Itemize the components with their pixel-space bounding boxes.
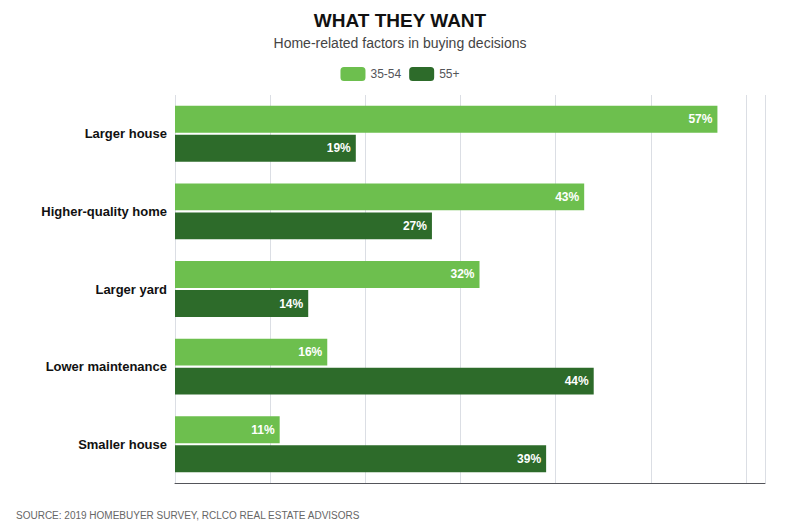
svg-text:Home-related factors in buying: Home-related factors in buying decisions xyxy=(274,35,527,51)
svg-text:16%: 16% xyxy=(298,345,322,359)
svg-text:WHAT THEY WANT: WHAT THEY WANT xyxy=(314,10,487,31)
svg-text:Higher-quality home: Higher-quality home xyxy=(41,204,167,219)
svg-text:19%: 19% xyxy=(327,141,351,155)
svg-text:43%: 43% xyxy=(555,190,579,204)
svg-text:44%: 44% xyxy=(565,374,589,388)
svg-text:SOURCE: 2019 HOMEBUYER SURVEY,: SOURCE: 2019 HOMEBUYER SURVEY, RCLCO REA… xyxy=(16,510,360,521)
svg-text:35-54: 35-54 xyxy=(370,67,401,81)
svg-text:11%: 11% xyxy=(251,423,275,437)
svg-text:14%: 14% xyxy=(279,297,303,311)
svg-text:Smaller house: Smaller house xyxy=(78,437,167,452)
svg-text:Larger house: Larger house xyxy=(85,126,167,141)
svg-text:55+: 55+ xyxy=(439,67,459,81)
svg-text:27%: 27% xyxy=(403,219,427,233)
svg-text:32%: 32% xyxy=(450,267,474,281)
svg-text:57%: 57% xyxy=(688,112,712,126)
svg-text:Larger yard: Larger yard xyxy=(95,282,167,297)
svg-text:39%: 39% xyxy=(517,452,541,466)
svg-text:Lower maintenance: Lower maintenance xyxy=(46,359,167,374)
